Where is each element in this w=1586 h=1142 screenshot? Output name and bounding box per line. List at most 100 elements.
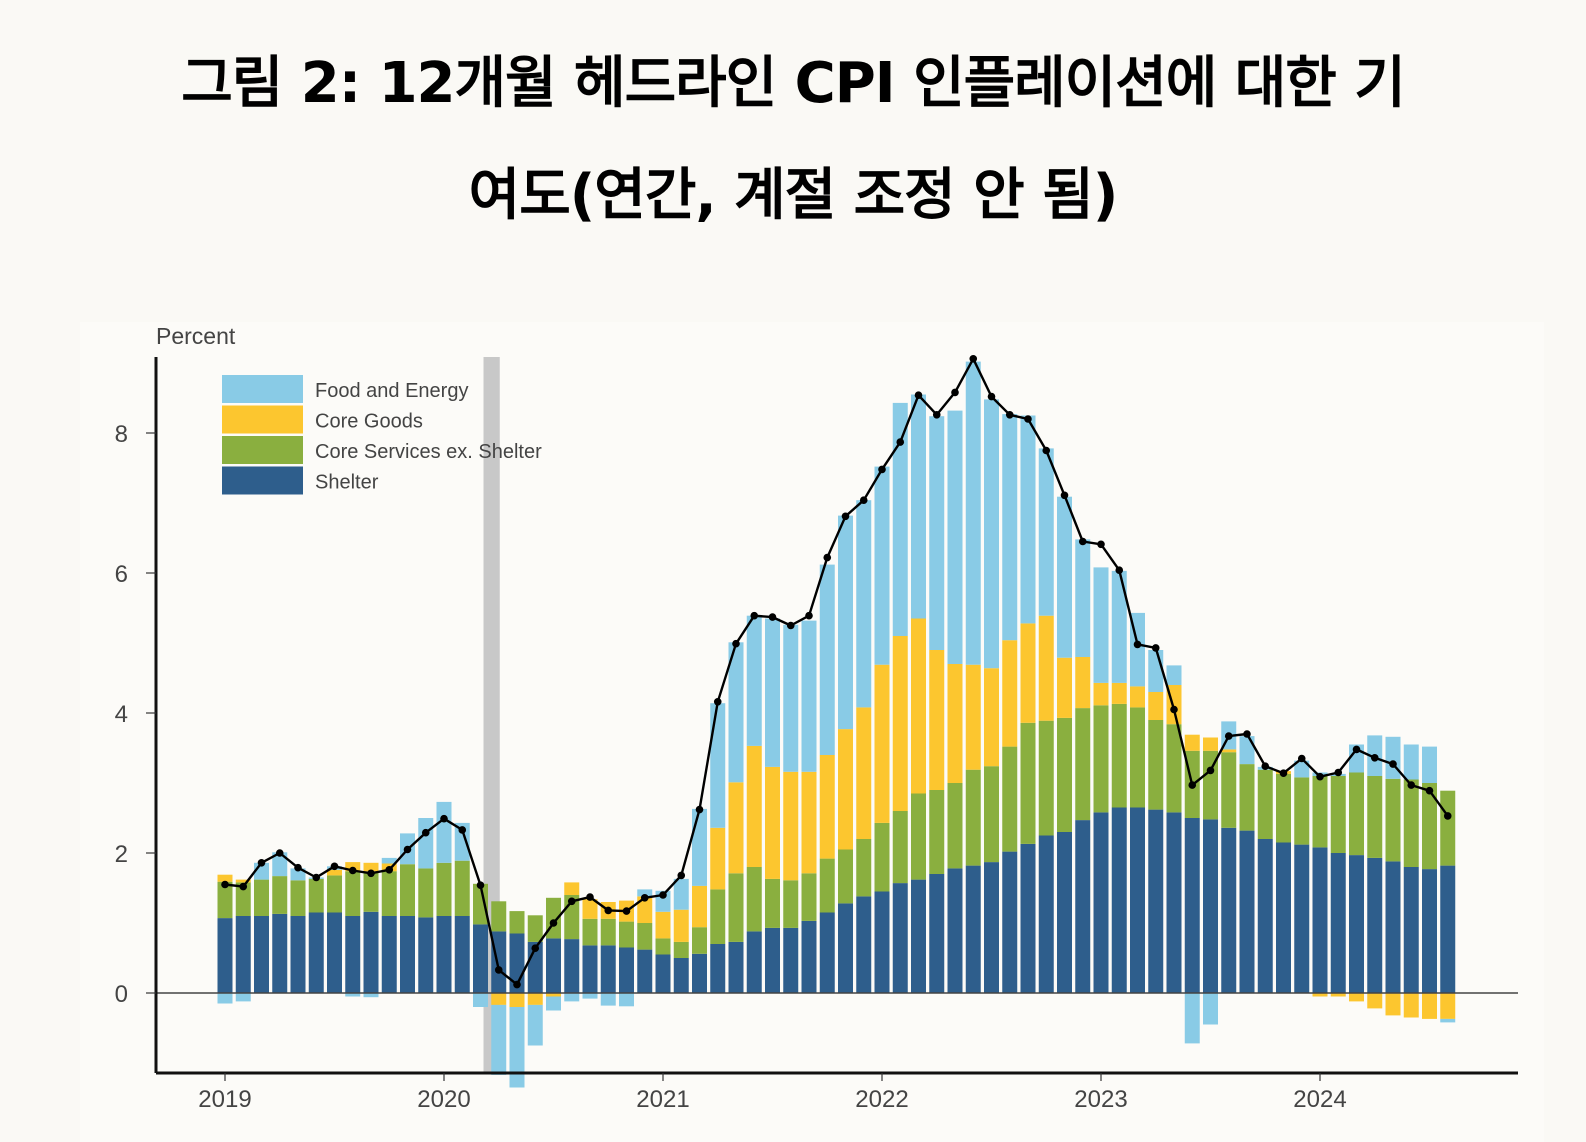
bar-segment-shelter-2023-08	[1221, 827, 1237, 993]
bar-segment-food-and-energy-2022-06	[965, 361, 981, 665]
bar-segment-core-services-ex-shelter-2022-01	[874, 822, 890, 892]
bar-segment-food-and-energy-2020-07	[546, 996, 561, 1011]
bar-segment-core-goods-2024-07	[1422, 993, 1437, 1019]
legend-label: Shelter	[315, 472, 379, 494]
bar-segment-shelter-2023-06	[1184, 818, 1200, 993]
headline-point-2023-02	[1115, 566, 1124, 574]
bar-segment-shelter-2022-08	[1002, 851, 1018, 993]
bar-segment-shelter-2024-07	[1422, 869, 1437, 993]
bar-segment-core-goods-2019-08	[345, 862, 361, 872]
bar-segment-core-services-ex-shelter-2023-12	[1294, 777, 1310, 845]
headline-point-2019-01	[221, 880, 229, 889]
bar-segment-core-services-ex-shelter-2021-11	[838, 849, 853, 904]
bar-segment-shelter-2022-04	[929, 874, 945, 993]
bar-segment-shelter-2019-08	[345, 916, 361, 993]
bar-segment-shelter-2024-02	[1330, 853, 1346, 993]
bar-segment-food-and-energy-2021-09	[801, 620, 817, 772]
headline-point-2019-11	[403, 845, 412, 854]
bar-segment-core-goods-2022-04	[929, 650, 945, 790]
bar-segment-core-goods-2020-06	[527, 993, 543, 1005]
bar-segment-food-and-energy-2020-09	[582, 993, 598, 999]
legend-swatch-shelter	[222, 466, 303, 495]
x-tick-label: 2024	[1293, 1086, 1346, 1113]
headline-point-2021-04	[713, 698, 722, 706]
bar-segment-core-services-ex-shelter-2024-03	[1349, 772, 1364, 856]
headline-point-2022-08	[1005, 411, 1014, 419]
bar-segment-core-services-ex-shelter-2020-05	[509, 911, 525, 934]
bar-segment-shelter-2019-01	[217, 918, 233, 993]
bar-segment-core-services-ex-shelter-2019-06	[308, 878, 324, 913]
bar-segment-shelter-2021-04	[710, 944, 726, 993]
headline-point-2023-04	[1151, 644, 1160, 652]
bar-segment-core-goods-2022-11	[1057, 657, 1072, 718]
headline-point-2022-04	[932, 411, 941, 419]
headline-point-2021-10	[823, 553, 832, 562]
headline-point-2022-09	[1024, 415, 1032, 423]
bar-segment-food-and-energy-2022-02	[892, 402, 908, 636]
bar-segment-shelter-2020-11	[619, 947, 634, 993]
bar-segment-core-services-ex-shelter-2022-05	[947, 783, 963, 869]
bar-segment-shelter-2020-02	[454, 916, 470, 993]
bar-segment-food-and-energy-2022-08	[1002, 414, 1018, 641]
bar-segment-shelter-2022-03	[911, 879, 926, 993]
headline-point-2020-06	[531, 944, 540, 952]
bar-segment-food-and-energy-2020-11	[619, 993, 634, 1007]
bar-segment-core-services-ex-shelter-2021-08	[783, 880, 799, 928]
y-tick-label: 6	[115, 561, 128, 588]
bar-segment-food-and-energy-2020-05	[509, 1007, 525, 1088]
bar-segment-core-services-ex-shelter-2021-10	[819, 858, 835, 913]
headline-point-2020-02	[458, 826, 467, 834]
headline-point-2022-02	[896, 438, 905, 446]
bar-segment-food-and-energy-2022-10	[1038, 448, 1054, 616]
bar-segment-core-services-ex-shelter-2020-06	[527, 915, 543, 942]
bar-segment-core-services-ex-shelter-2022-02	[892, 811, 908, 884]
headline-point-2021-11	[841, 512, 850, 521]
bar-segment-core-services-ex-shelter-2020-02	[454, 860, 470, 916]
bar-segment-shelter-2021-01	[655, 954, 671, 993]
bar-segment-core-services-ex-shelter-2023-04	[1148, 720, 1164, 810]
bar-segment-food-and-energy-2022-09	[1020, 415, 1036, 624]
bar-segment-core-goods-2021-03	[692, 885, 707, 928]
headline-point-2021-12	[859, 496, 868, 505]
headline-point-2021-05	[732, 639, 740, 648]
bar-segment-core-goods-2024-05	[1385, 993, 1401, 1016]
bar-segment-shelter-2023-01	[1093, 812, 1109, 993]
bar-segment-shelter-2022-06	[965, 865, 981, 993]
headline-point-2021-06	[750, 611, 759, 620]
bar-segment-food-and-energy-2021-06	[746, 615, 762, 746]
bar-segment-shelter-2023-07	[1203, 819, 1218, 993]
bar-segment-core-goods-2024-08	[1440, 993, 1456, 1019]
bar-segment-core-services-ex-shelter-2023-07	[1203, 750, 1218, 820]
bar-segment-core-services-ex-shelter-2023-08	[1221, 752, 1237, 828]
headline-point-2019-03	[257, 859, 266, 867]
bar-segment-food-and-energy-2024-08	[1440, 1018, 1456, 1023]
headline-point-2019-08	[348, 866, 357, 875]
bar-segment-food-and-energy-2021-12	[856, 500, 872, 708]
bar-segment-core-services-ex-shelter-2022-11	[1057, 717, 1072, 832]
bar-segment-food-and-energy-2020-06	[527, 1004, 543, 1046]
headline-point-2020-04	[494, 966, 503, 974]
headline-point-2019-06	[312, 873, 321, 882]
bar-segment-core-goods-2021-05	[728, 782, 744, 874]
bar-segment-food-and-energy-2021-08	[783, 624, 799, 772]
bar-segment-shelter-2023-03	[1130, 807, 1145, 993]
bar-segment-core-goods-2020-07	[546, 993, 561, 997]
bar-segment-core-goods-2020-09	[582, 899, 598, 919]
headline-point-2019-09	[367, 869, 375, 878]
headline-point-2023-11	[1279, 769, 1288, 777]
bar-segment-core-services-ex-shelter-2022-06	[965, 769, 981, 866]
bar-segment-shelter-2020-01	[436, 916, 452, 993]
bar-segment-food-and-energy-2021-02	[673, 878, 689, 910]
bar-segment-core-services-ex-shelter-2020-03	[473, 883, 488, 925]
bar-segment-food-and-energy-2021-10	[819, 564, 835, 755]
y-tick-label: 8	[115, 421, 128, 448]
bar-segment-core-goods-2021-07	[765, 766, 780, 879]
bar-segment-core-goods-2022-10	[1038, 615, 1054, 721]
bar-segment-core-services-ex-shelter-2023-05	[1166, 724, 1182, 813]
headline-point-2021-01	[659, 891, 667, 899]
bar-segment-food-and-energy-2020-10	[600, 993, 616, 1006]
bar-segment-food-and-energy-2019-05	[290, 868, 306, 881]
headline-point-2024-07	[1425, 786, 1434, 795]
bar-segment-food-and-energy-2021-11	[838, 515, 853, 730]
bar-segment-food-and-energy-2024-06	[1403, 744, 1419, 780]
